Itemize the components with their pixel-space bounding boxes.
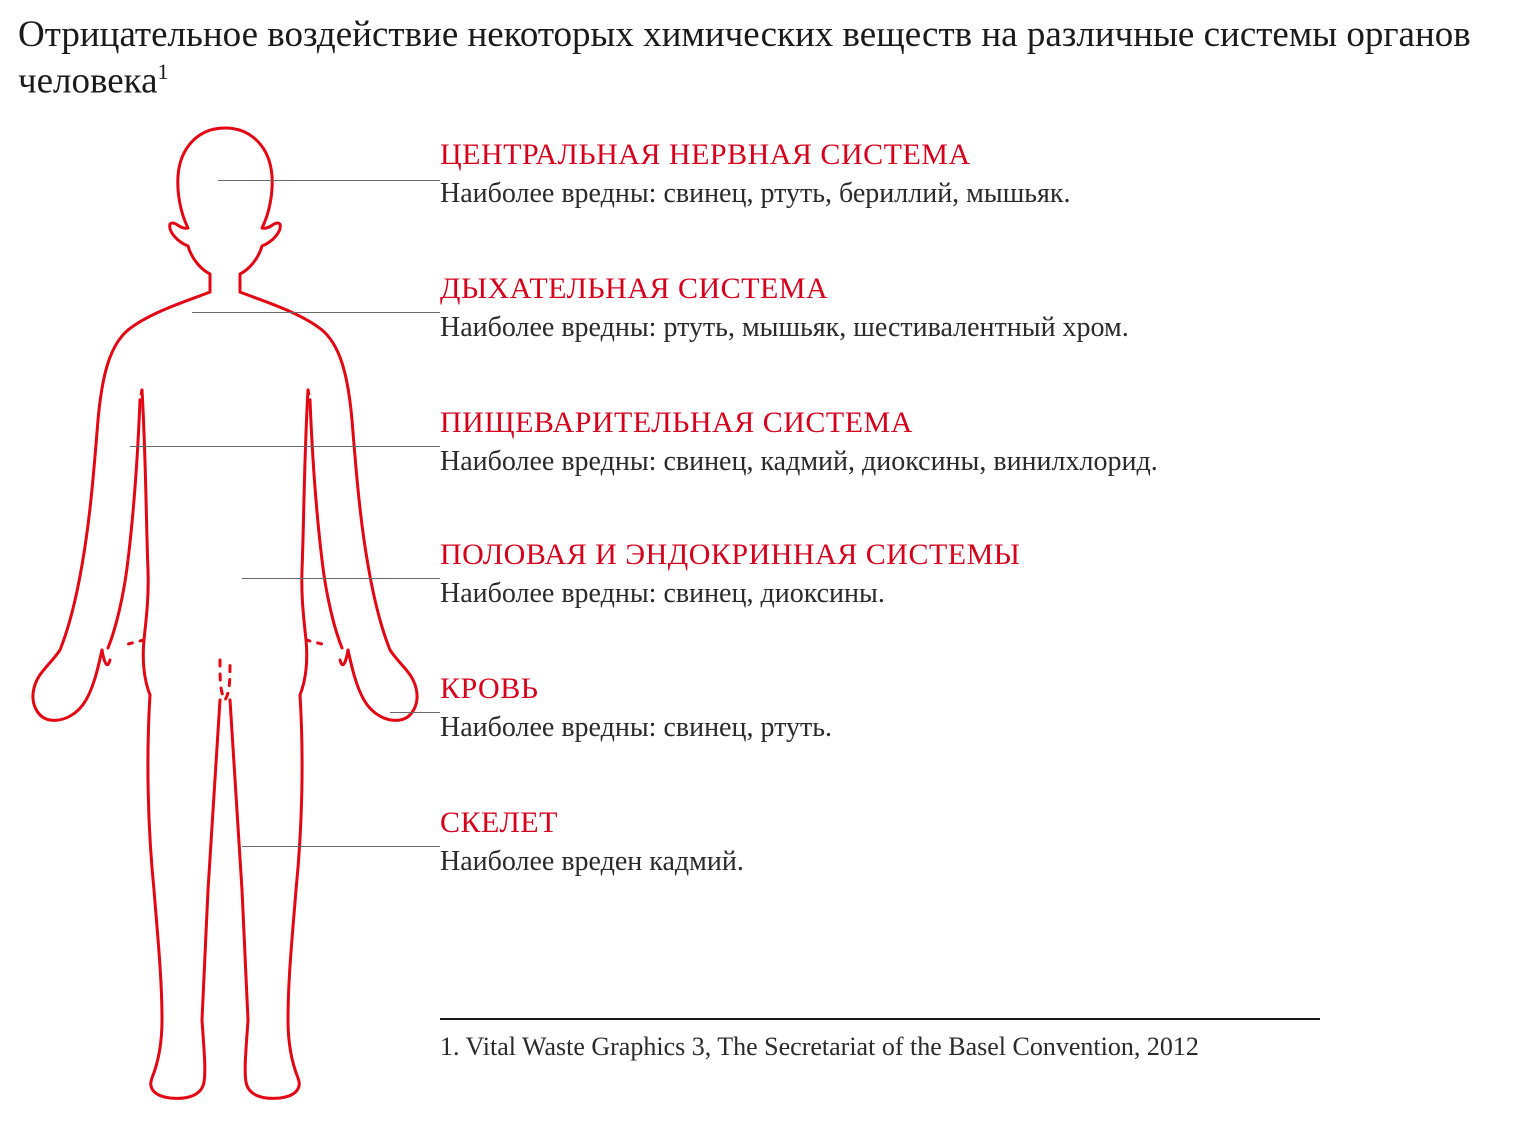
- page-title: Отрицательное воздействие некоторых хими…: [18, 12, 1498, 105]
- footnote-text: 1. Vital Waste Graphics 3, The Secretari…: [440, 1032, 1199, 1062]
- system-entry: ЦЕНТРАЛЬНАЯ НЕРВНАЯ СИСТЕМА Наиболее вред…: [440, 138, 1071, 212]
- leader-line: [242, 578, 440, 579]
- footnote-rule: [440, 1018, 1320, 1020]
- system-description: Наиболее вредны: свинец, кадмий, диоксин…: [440, 444, 1158, 480]
- leader-line: [218, 180, 440, 181]
- system-description: Наиболее вреден кадмий.: [440, 844, 744, 880]
- system-description: Наиболее вредны: ртуть, мышьяк, шестивал…: [440, 310, 1129, 346]
- system-entry: КРОВЬ Наиболее вредны: свинец, ртуть.: [440, 672, 832, 746]
- leader-line: [192, 312, 440, 313]
- system-name: ДЫХАТЕЛЬНАЯ СИСТЕМА: [440, 272, 1129, 306]
- leader-line: [130, 446, 440, 447]
- system-description: Наиболее вредны: свинец, ртуть.: [440, 710, 832, 746]
- footnote-text-content: 1. Vital Waste Graphics 3, The Secretari…: [440, 1032, 1199, 1061]
- system-entry: ПИЩЕВАРИТЕЛЬНАЯ СИСТЕМА Наиболее вредны: …: [440, 406, 1158, 480]
- system-entry: ДЫХАТЕЛЬНАЯ СИСТЕМА Наиболее вредны: ртут…: [440, 272, 1129, 346]
- title-text: Отрицательное воздействие некоторых хими…: [18, 14, 1471, 102]
- system-name: ПИЩЕВАРИТЕЛЬНАЯ СИСТЕМА: [440, 406, 1158, 440]
- system-description: Наиболее вредны: свинец, диоксины.: [440, 576, 1020, 612]
- system-name: ЦЕНТРАЛЬНАЯ НЕРВНАЯ СИСТЕМА: [440, 138, 1071, 172]
- system-entry: СКЕЛЕТ Наиболее вреден кадмий.: [440, 806, 744, 880]
- human-body-outline: [20, 120, 430, 1110]
- system-description: Наиболее вредны: свинец, ртуть, бериллий…: [440, 176, 1071, 212]
- leader-line: [390, 712, 440, 713]
- system-name: ПОЛОВАЯ И ЭНДОКРИННАЯ СИСТЕМЫ: [440, 538, 1020, 572]
- system-entry: ПОЛОВАЯ И ЭНДОКРИННАЯ СИСТЕМЫ Наиболее вр…: [440, 538, 1020, 612]
- title-footnote-ref: 1: [158, 59, 169, 84]
- system-name: СКЕЛЕТ: [440, 806, 744, 840]
- leader-line: [242, 846, 440, 847]
- system-name: КРОВЬ: [440, 672, 832, 706]
